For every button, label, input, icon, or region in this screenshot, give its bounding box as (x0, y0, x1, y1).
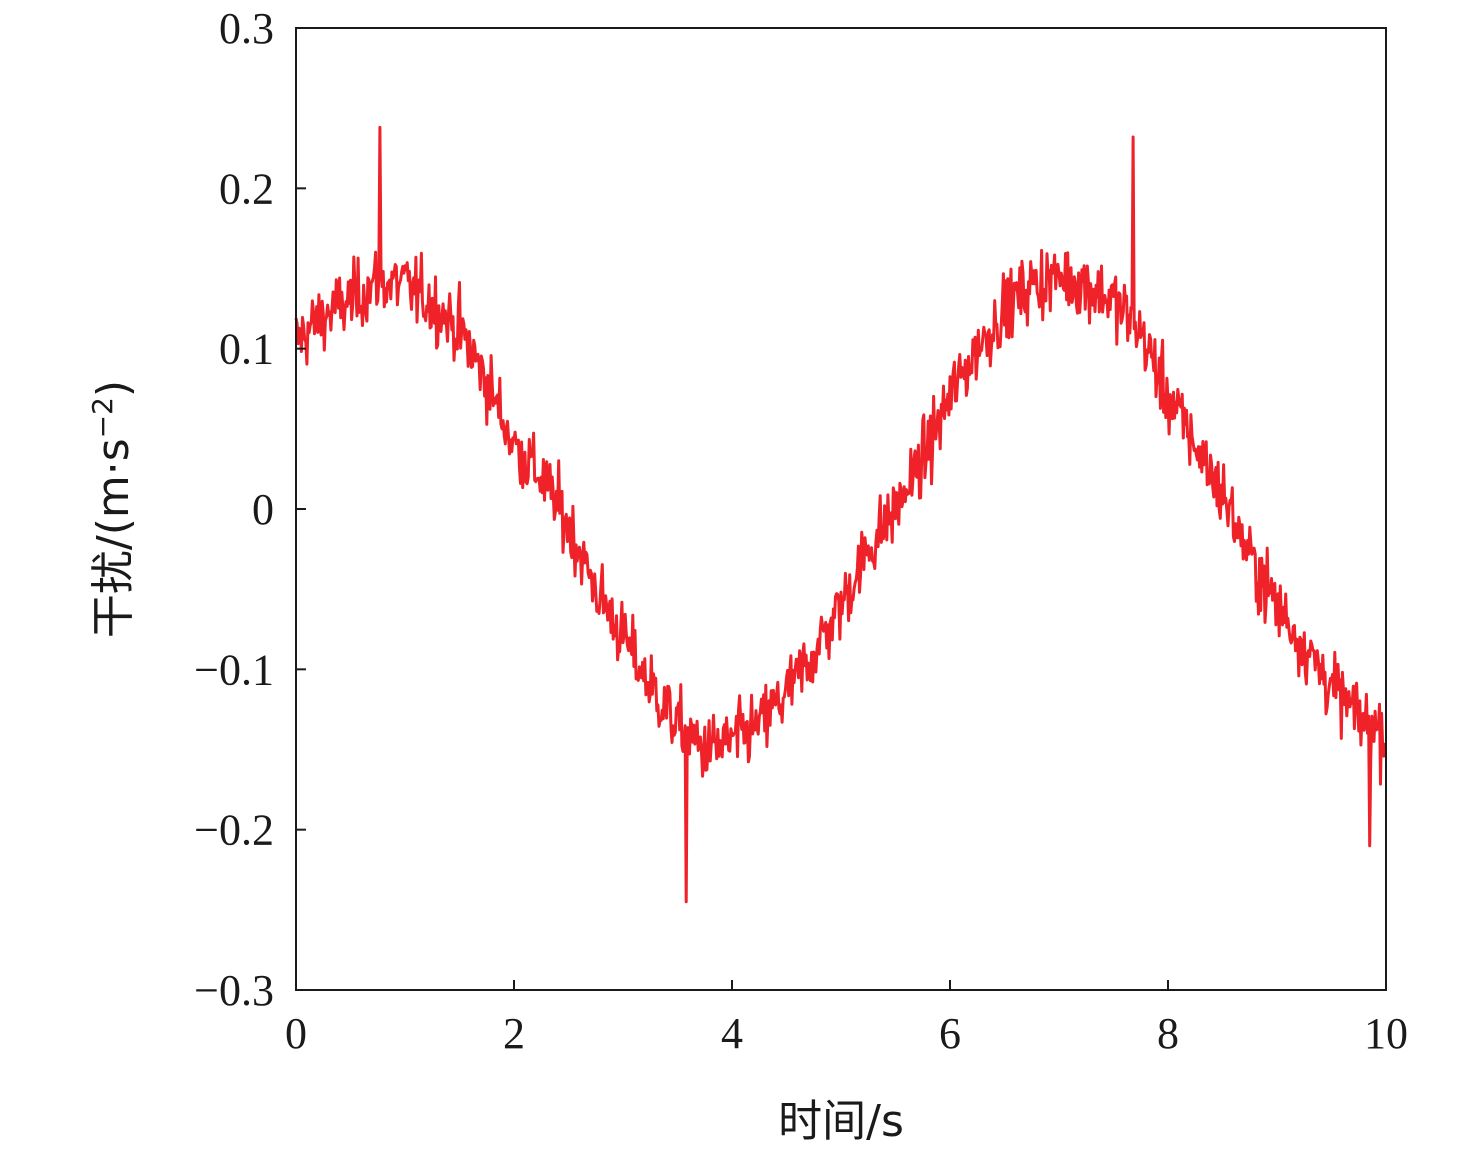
x-axis-title: 时间/s (778, 1096, 904, 1147)
x-tick-label: 0 (285, 1009, 307, 1058)
y-axis-title-superscript: −2 (86, 397, 119, 438)
x-axis: 0 2 4 6 8 10 (285, 980, 1408, 1058)
x-tick-label: 10 (1364, 1009, 1408, 1058)
y-tick-label: 0.1 (219, 325, 274, 374)
x-tick-label: 4 (721, 1009, 743, 1058)
x-tick-label: 2 (503, 1009, 525, 1058)
y-tick-label: 0.3 (219, 4, 274, 53)
y-tick-label: 0 (252, 485, 274, 534)
x-tick-label: 8 (1157, 1009, 1179, 1058)
plot-frame (295, 27, 1387, 991)
y-axis: −0.3 −0.2 −0.1 0 0.1 0.2 0.3 (194, 4, 306, 1015)
y-tick-label: 0.2 (219, 164, 274, 213)
y-axis-title-main: 干扰/(m·s (88, 438, 139, 638)
y-tick-label: −0.1 (194, 645, 274, 694)
x-tick-label: 6 (939, 1009, 961, 1058)
y-axis-title: 干扰/(m·s−2) (86, 380, 139, 638)
y-axis-title-close: ) (88, 380, 139, 397)
plot-area (294, 27, 1388, 991)
series-line-disturbance (294, 125, 1388, 904)
y-tick-label: −0.3 (194, 966, 274, 1015)
y-tick-label: −0.2 (194, 806, 274, 855)
